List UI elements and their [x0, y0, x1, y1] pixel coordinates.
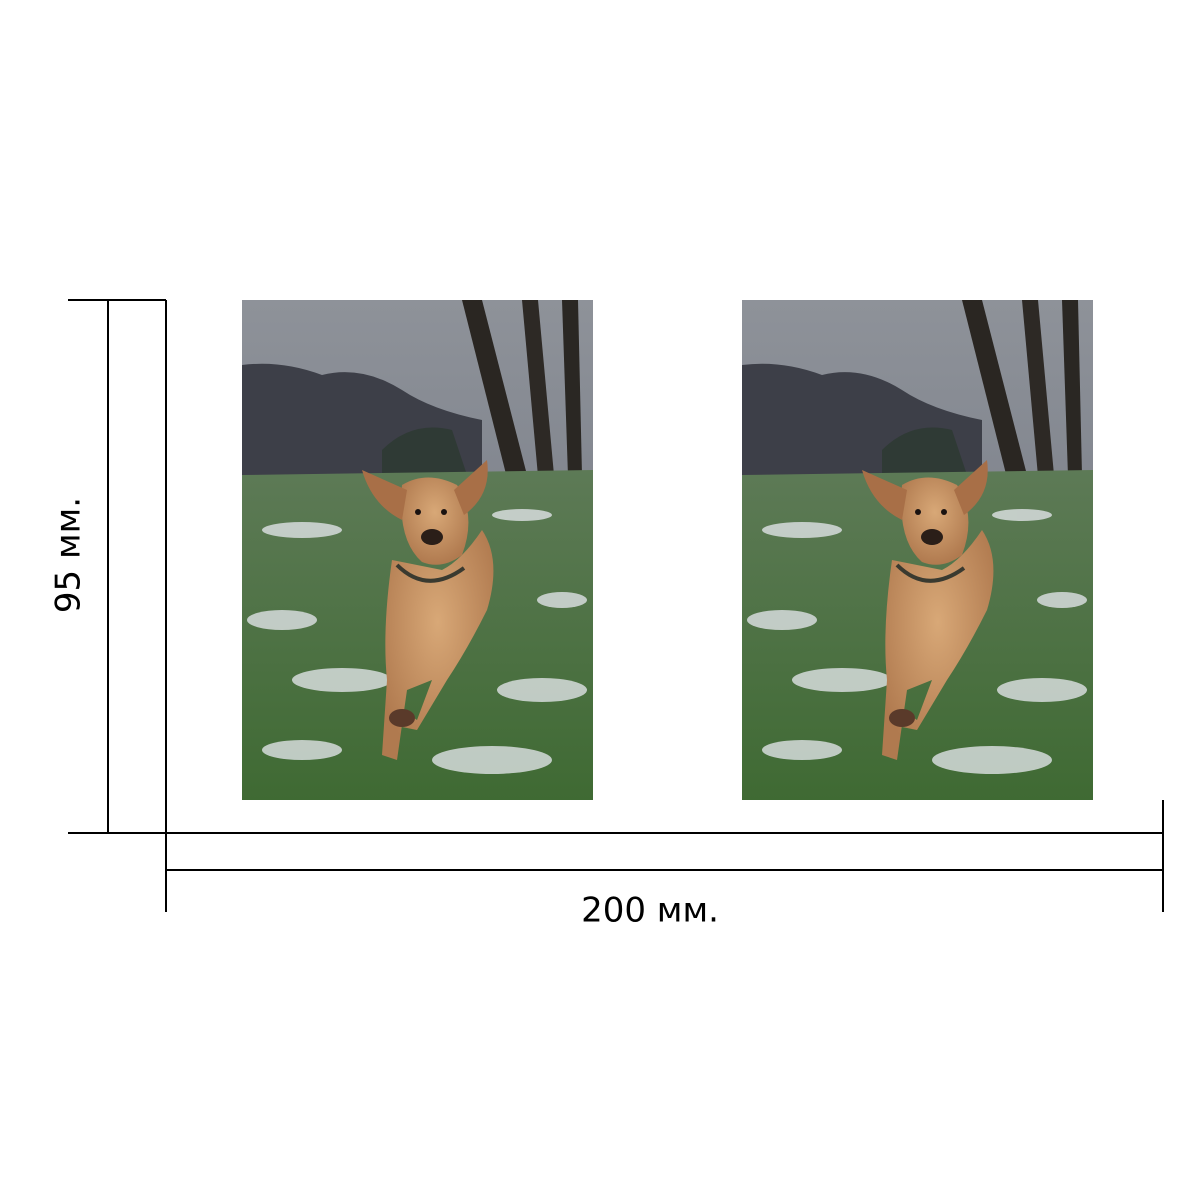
height-label: 95 мм.: [49, 497, 89, 613]
height-dimension: 95 мм.: [49, 299, 167, 834]
photo-right: [740, 298, 1095, 802]
photo-left: [240, 298, 595, 802]
width-label: 200 мм.: [581, 891, 719, 931]
width-dimension: 200 мм.: [165, 800, 1164, 931]
